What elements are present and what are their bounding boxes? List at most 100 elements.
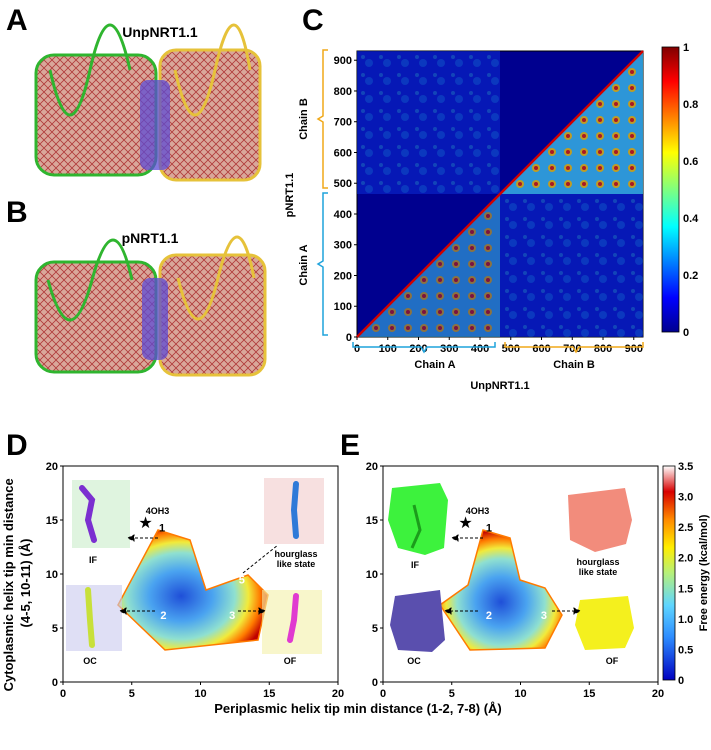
c-colorbar-tick: 0.4 xyxy=(683,213,699,225)
state-oc-label-e: OC xyxy=(407,656,421,666)
fe-xtick-label: 5 xyxy=(449,688,455,700)
panel-a: A UnpNRT1.1 xyxy=(6,4,262,182)
energy-minimum-label: 3 xyxy=(229,610,235,622)
state-oc-label-d: OC xyxy=(83,656,97,666)
c-colorbar-tick: 1 xyxy=(683,42,689,54)
c-xtick-label: 600 xyxy=(532,343,550,355)
x-bracket-chain-a xyxy=(352,342,496,354)
energy-minimum-label: 1 xyxy=(486,523,492,535)
c-colorbar-tick: 0.8 xyxy=(683,99,698,111)
contact-colorbar xyxy=(661,46,680,333)
panel-e: E IF OC OF hourglass like state 0 5 10 15 200… xyxy=(340,429,710,700)
c-ytick-label: 200 xyxy=(334,270,352,282)
state-hourglass-surface xyxy=(568,488,632,552)
fe-xtick-label: 20 xyxy=(652,688,664,700)
fe-colorbar-tick: 0 xyxy=(678,675,684,687)
energy-minimum-label: 3 xyxy=(541,610,547,622)
fe-colorbar-tick: 2.0 xyxy=(678,553,693,565)
c-xtick-label: 900 xyxy=(625,343,643,355)
c-ytick-label: 400 xyxy=(334,209,352,221)
panel-d-marks: ★4OH3 1 2 3 4 5 xyxy=(138,506,244,622)
state-of-label-d: OF xyxy=(284,656,297,666)
reference-star-marker: ★ xyxy=(138,515,152,532)
fe-colorbar-tick: 0.5 xyxy=(678,644,693,656)
panel-e-marks: ★4OH3 1 2 3 xyxy=(458,506,547,622)
state-hourglass-label-e: hourglass like state xyxy=(576,557,619,577)
fe-xtick-label: 5 xyxy=(129,688,135,700)
shared-y-axis-label-line2: (4-5, 10-11) (Å) xyxy=(18,539,33,628)
shared-y-axis-label-line1: Cytoplasmic helix tip min distance xyxy=(1,478,16,691)
c-xtick-label: 0 xyxy=(354,343,360,355)
contact-block-top-left xyxy=(357,51,500,194)
y-group-chain-a: Chain A xyxy=(298,244,310,285)
energy-minimum-label: 4 xyxy=(204,574,211,586)
contact-map xyxy=(356,50,644,338)
x-group-chain-b: Chain B xyxy=(553,359,595,371)
c-colorbar-tick: 0 xyxy=(683,327,689,339)
free-energy-colorbar-label: Free energy (kcal/mol) xyxy=(698,514,710,631)
contact-map-diagonal xyxy=(356,50,644,338)
x-bracket-chain-b xyxy=(504,342,644,354)
arrow-to-oc-d xyxy=(118,607,155,615)
c-ytick-label: 800 xyxy=(334,86,352,98)
c-xtick-label: 300 xyxy=(440,343,458,355)
c-xtick-label: 100 xyxy=(379,343,397,355)
fe-colorbar-tick: 3.0 xyxy=(678,492,693,504)
fe-xtick-label: 10 xyxy=(514,688,526,700)
c-xtick-label: 400 xyxy=(471,343,489,355)
fe-colorbar-tick: 2.5 xyxy=(678,522,693,534)
fe-xtick-label: 15 xyxy=(263,688,275,700)
fe-ytick-label: 0 xyxy=(372,677,378,689)
y-group-chain-b: Chain B xyxy=(298,98,310,140)
c-xtick-label: 200 xyxy=(409,343,427,355)
state-oc-surface xyxy=(390,590,445,652)
fe-ytick-label: 5 xyxy=(372,623,378,635)
c-colorbar-tick: 0.2 xyxy=(683,270,698,282)
contact-map-ylabel: pNRT1.1 xyxy=(284,173,296,218)
state-if-label-e: IF xyxy=(411,560,420,570)
panel-a-title: UnpNRT1.1 xyxy=(122,24,198,40)
x-group-chain-a: Chain A xyxy=(414,359,455,371)
reference-star-label: 4OH3 xyxy=(146,506,170,516)
fe-ytick-label: 20 xyxy=(46,461,58,473)
state-of-label-e: OF xyxy=(606,656,619,666)
y-bracket-chain-a xyxy=(316,192,328,336)
fe-ytick-label: 0 xyxy=(52,677,58,689)
reference-star-label: 4OH3 xyxy=(466,506,490,516)
state-of-structure xyxy=(262,590,322,654)
fe-xtick-label: 20 xyxy=(332,688,344,700)
panel-d-letter: D xyxy=(6,429,28,462)
y-bracket-chain-b xyxy=(316,49,328,189)
panel-e-landscape xyxy=(438,529,563,651)
state-if-label-d: IF xyxy=(89,555,98,565)
c-ytick-label: 300 xyxy=(334,240,352,252)
state-if-surface xyxy=(388,483,448,555)
contact-map-xlabel: UnpNRT1.1 xyxy=(470,380,529,392)
fe-xtick-label: 0 xyxy=(380,688,386,700)
c-xtick-label: 500 xyxy=(502,343,520,355)
c-colorbar-tick: 0.6 xyxy=(683,156,698,168)
arrow-to-of-e xyxy=(552,607,582,615)
c-ytick-label: 0 xyxy=(346,332,352,344)
arrow-to-if-d xyxy=(126,534,158,542)
reference-star-marker: ★ xyxy=(458,515,472,532)
c-ytick-label: 900 xyxy=(334,55,352,67)
contact-map-ticks: 0 100 200 300 400 500 600 700 800 900 0 100 200 300 40… xyxy=(334,55,643,355)
state-if-structure xyxy=(72,480,130,548)
fe-ytick-label: 20 xyxy=(366,461,378,473)
fe-xtick-label: 10 xyxy=(194,688,206,700)
contact-block-bottom-right xyxy=(500,194,643,337)
panel-b-title: pNRT1.1 xyxy=(122,230,179,246)
arrow-to-oc-e xyxy=(443,607,478,615)
state-hourglass-structure xyxy=(264,478,324,544)
fe-colorbar-tick: 1.0 xyxy=(678,614,693,626)
state-of-surface xyxy=(575,596,634,650)
fe-ytick-label: 5 xyxy=(52,623,58,635)
c-ytick-label: 100 xyxy=(334,301,352,313)
energy-minimum-label: 2 xyxy=(160,610,166,622)
panel-a-letter: A xyxy=(6,4,28,37)
contact-colorbar-ticks: 0 0.2 0.4 0.6 0.8 1 xyxy=(683,42,699,339)
free-energy-colorbar-ticks: 0 0.5 1.0 1.5 2.0 2.5 3.0 3.5 xyxy=(678,461,693,687)
fe-xtick-label: 15 xyxy=(583,688,595,700)
